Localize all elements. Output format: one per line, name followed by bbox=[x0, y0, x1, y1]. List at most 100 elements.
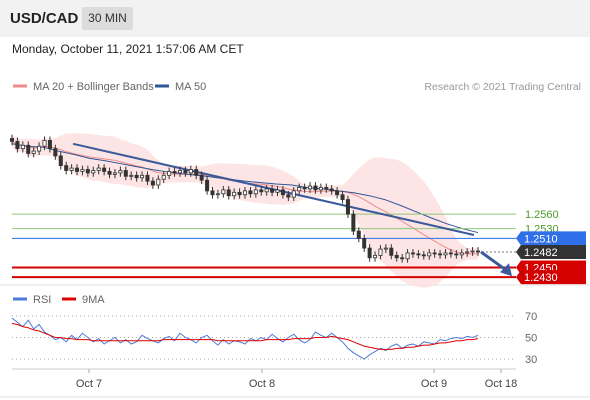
forecast-arrow-head bbox=[500, 263, 512, 277]
candle-body bbox=[421, 254, 426, 257]
candle-body bbox=[102, 167, 107, 172]
candle-body bbox=[275, 189, 280, 193]
candle-body bbox=[324, 187, 329, 190]
candle-body bbox=[215, 193, 220, 196]
candle-body bbox=[313, 185, 318, 191]
candle-body bbox=[91, 170, 96, 174]
candle-body bbox=[145, 174, 150, 182]
candle-body bbox=[410, 252, 415, 255]
candle-body bbox=[237, 191, 242, 196]
price-tag-1.2510 bbox=[516, 231, 586, 246]
price-tag-1.2430 bbox=[516, 270, 586, 285]
legend-label-rsi-ma: 9MA bbox=[82, 294, 105, 306]
level-label-1.2482: 1.2482 bbox=[524, 247, 558, 259]
candle-body bbox=[47, 140, 52, 150]
candle-body bbox=[26, 144, 31, 154]
candle-body bbox=[253, 189, 258, 195]
candle-body bbox=[270, 188, 275, 193]
legend-label-ma20: MA 20 + Bollinger Bands bbox=[33, 81, 154, 93]
candle-body bbox=[134, 174, 139, 179]
candle-body bbox=[378, 248, 383, 256]
candle-body bbox=[400, 257, 405, 260]
candle-body bbox=[356, 230, 361, 239]
candle-body bbox=[140, 174, 145, 179]
candle-body bbox=[172, 171, 177, 174]
source-credit: Research © 2021 Trading Central bbox=[424, 81, 581, 93]
candle-body bbox=[291, 190, 296, 198]
candle-body bbox=[280, 189, 285, 196]
legend-label-ma50: MA 50 bbox=[175, 81, 206, 93]
candle-body bbox=[389, 247, 394, 256]
x-tick-label: Oct 8 bbox=[249, 378, 275, 390]
candle-body bbox=[438, 253, 443, 256]
candle-body bbox=[297, 187, 302, 192]
candle-body bbox=[226, 189, 231, 197]
x-tick-label: Oct 9 bbox=[421, 378, 447, 390]
candle-body bbox=[340, 194, 345, 200]
candle-body bbox=[205, 179, 210, 192]
rsi-ma-line bbox=[11, 322, 479, 350]
candle-body bbox=[167, 171, 172, 176]
candle-body bbox=[264, 188, 269, 193]
candle-body bbox=[188, 169, 193, 174]
rsi-level-label-50: 50 bbox=[525, 333, 537, 345]
candle-body bbox=[232, 191, 237, 197]
level-label-1.2510: 1.2510 bbox=[524, 233, 558, 245]
candle-body bbox=[345, 199, 350, 215]
candle-body bbox=[416, 253, 421, 256]
candle-body bbox=[31, 150, 36, 154]
candle-body bbox=[351, 213, 356, 232]
candle-body bbox=[405, 252, 410, 260]
candle-body bbox=[53, 148, 58, 157]
legend-label-rsi: RSI bbox=[33, 294, 51, 306]
candle-body bbox=[20, 144, 25, 150]
candle-body bbox=[465, 251, 470, 254]
candle-body bbox=[318, 187, 323, 191]
candle-body bbox=[259, 189, 264, 193]
candle-body bbox=[302, 187, 307, 190]
rsi-line bbox=[11, 317, 479, 360]
candle-body bbox=[42, 140, 47, 147]
candle-body bbox=[443, 252, 448, 256]
x-tick-label: Oct 18 bbox=[485, 378, 517, 390]
price-tag-1.2482 bbox=[516, 244, 586, 259]
candle-body bbox=[308, 185, 313, 190]
candle-body bbox=[129, 174, 134, 177]
candle-body bbox=[199, 174, 204, 181]
candle-body bbox=[475, 250, 481, 253]
candle-body bbox=[362, 237, 367, 249]
rsi-level-label-70: 70 bbox=[525, 311, 537, 323]
level-label-1.2560: 1.2560 bbox=[525, 209, 559, 221]
candle-body bbox=[367, 247, 372, 259]
candle-body bbox=[64, 165, 69, 171]
rsi-level-label-30: 30 bbox=[525, 354, 537, 366]
candle-body bbox=[286, 194, 291, 198]
candle-body bbox=[221, 189, 226, 195]
candle-body bbox=[448, 252, 453, 255]
candle-body bbox=[58, 155, 63, 167]
symbol-title: USD/CAD bbox=[10, 10, 79, 27]
candle-body bbox=[85, 169, 90, 174]
candle-body bbox=[150, 180, 155, 186]
candle-body bbox=[335, 190, 340, 196]
candle-body bbox=[183, 170, 188, 174]
candle-body bbox=[156, 178, 161, 186]
candle-body bbox=[123, 170, 128, 177]
candle-body bbox=[210, 190, 215, 196]
candle-body bbox=[394, 254, 399, 259]
candle-body bbox=[161, 174, 166, 180]
timeframe-button[interactable]: 30 MIN bbox=[82, 7, 133, 30]
level-label-1.2430: 1.2430 bbox=[524, 272, 558, 284]
candle-body bbox=[15, 140, 20, 150]
candle-body bbox=[80, 169, 85, 172]
candle-body bbox=[383, 247, 388, 250]
candle-body bbox=[329, 188, 334, 192]
x-tick-label: Oct 7 bbox=[76, 378, 102, 390]
candle-body bbox=[454, 253, 459, 256]
candle-body bbox=[75, 167, 80, 172]
candle-body bbox=[242, 190, 248, 196]
candle-body bbox=[373, 254, 378, 259]
candle-body bbox=[177, 170, 182, 174]
candle-body bbox=[69, 167, 74, 171]
